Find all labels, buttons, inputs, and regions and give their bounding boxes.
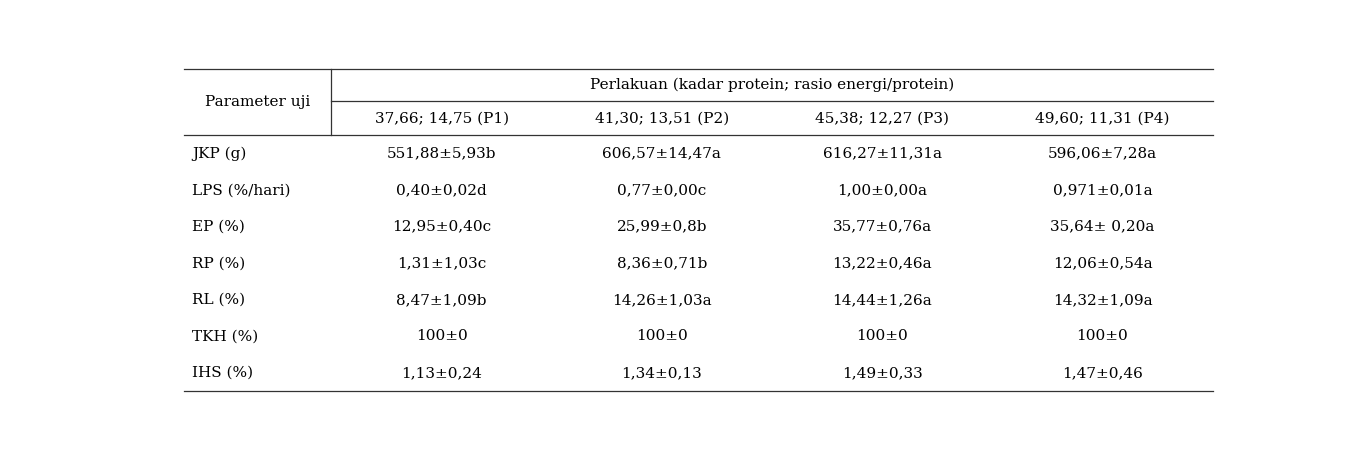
Text: 49,60; 11,31 (P4): 49,60; 11,31 (P4) xyxy=(1035,111,1170,125)
Text: 41,30; 13,51 (P2): 41,30; 13,51 (P2) xyxy=(595,111,729,125)
Text: 1,34±0,13: 1,34±0,13 xyxy=(621,366,703,380)
Text: RP (%): RP (%) xyxy=(192,256,245,270)
Text: 1,00±0,00a: 1,00±0,00a xyxy=(838,183,928,197)
Text: 14,32±1,09a: 14,32±1,09a xyxy=(1053,293,1152,307)
Text: 8,36±0,71b: 8,36±0,71b xyxy=(617,256,707,270)
Text: 606,57±14,47a: 606,57±14,47a xyxy=(602,147,722,161)
Text: 13,22±0,46a: 13,22±0,46a xyxy=(832,256,932,270)
Text: 1,31±1,03c: 1,31±1,03c xyxy=(396,256,486,270)
Text: 14,44±1,26a: 14,44±1,26a xyxy=(832,293,932,307)
Text: 14,26±1,03a: 14,26±1,03a xyxy=(612,293,712,307)
Text: LPS (%/hari): LPS (%/hari) xyxy=(192,183,290,197)
Text: 616,27±11,31a: 616,27±11,31a xyxy=(823,147,941,161)
Text: JKP (g): JKP (g) xyxy=(192,146,247,161)
Text: 0,77±0,00c: 0,77±0,00c xyxy=(617,183,707,197)
Text: 596,06±7,28a: 596,06±7,28a xyxy=(1047,147,1158,161)
Text: Perlakuan (kadar protein; rasio energi/protein): Perlakuan (kadar protein; rasio energi/p… xyxy=(590,78,955,92)
Text: 35,64± 0,20a: 35,64± 0,20a xyxy=(1050,220,1155,234)
Text: RL (%): RL (%) xyxy=(192,293,245,307)
Text: TKH (%): TKH (%) xyxy=(192,329,259,343)
Text: 45,38; 12,27 (P3): 45,38; 12,27 (P3) xyxy=(816,111,949,125)
Text: 1,49±0,33: 1,49±0,33 xyxy=(842,366,922,380)
Text: 12,95±0,40c: 12,95±0,40c xyxy=(392,220,492,234)
Text: 12,06±0,54a: 12,06±0,54a xyxy=(1053,256,1152,270)
Text: 0,971±0,01a: 0,971±0,01a xyxy=(1053,183,1152,197)
Text: 100±0: 100±0 xyxy=(857,329,908,343)
Text: 8,47±1,09b: 8,47±1,09b xyxy=(396,293,486,307)
Text: EP (%): EP (%) xyxy=(192,220,245,234)
Text: 100±0: 100±0 xyxy=(415,329,467,343)
Text: 100±0: 100±0 xyxy=(636,329,688,343)
Text: 25,99±0,8b: 25,99±0,8b xyxy=(617,220,707,234)
Text: IHS (%): IHS (%) xyxy=(192,366,253,380)
Text: 551,88±5,93b: 551,88±5,93b xyxy=(387,147,496,161)
Text: 35,77±0,76a: 35,77±0,76a xyxy=(832,220,932,234)
Text: 1,47±0,46: 1,47±0,46 xyxy=(1062,366,1143,380)
Text: Parameter uji: Parameter uji xyxy=(206,95,311,109)
Text: 37,66; 14,75 (P1): 37,66; 14,75 (P1) xyxy=(375,111,508,125)
Text: 100±0: 100±0 xyxy=(1076,329,1128,343)
Text: 1,13±0,24: 1,13±0,24 xyxy=(402,366,482,380)
Text: 0,40±0,02d: 0,40±0,02d xyxy=(396,183,488,197)
